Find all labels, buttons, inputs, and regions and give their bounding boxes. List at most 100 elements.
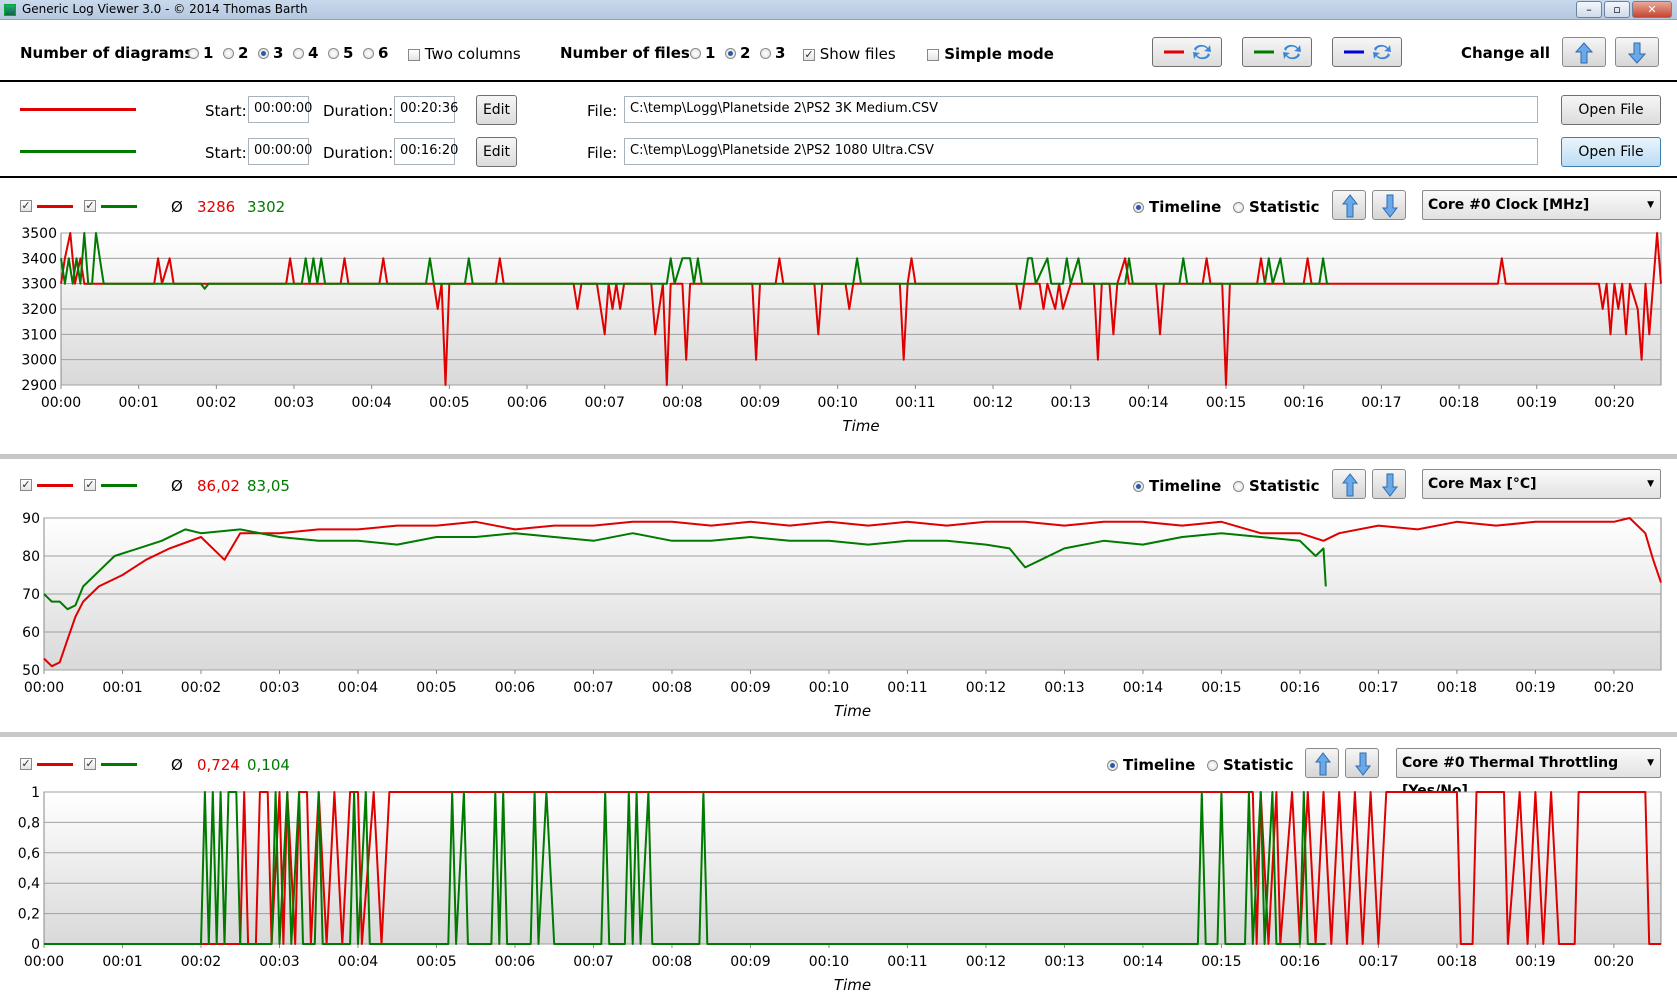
x-tick-label: 00:05 xyxy=(416,954,456,970)
diagram-count-radio[interactable] xyxy=(223,48,234,59)
file-count-radio[interactable] xyxy=(725,48,736,59)
file-count-option-1[interactable]: 1 xyxy=(690,44,715,62)
file-path-field[interactable]: C:\temp\Logg\Planetside 2\PS2 1080 Ultra… xyxy=(624,138,1538,165)
move-down-button[interactable] xyxy=(1372,469,1406,499)
files-label: Number of files xyxy=(560,44,690,62)
arrow-down-icon xyxy=(1354,752,1372,776)
timeline-option[interactable]: Timeline xyxy=(1107,756,1195,774)
edit-button[interactable]: Edit xyxy=(476,95,517,125)
start-field[interactable]: 00:00:00 xyxy=(248,96,312,123)
simple-mode-checkbox[interactable]: Simple mode xyxy=(927,45,1054,63)
two-columns-checkbox[interactable]: Two columns xyxy=(408,45,521,63)
y-tick-label: 3100 xyxy=(21,327,57,343)
statistic-radio[interactable] xyxy=(1233,481,1244,492)
diagram-count-radio[interactable] xyxy=(363,48,374,59)
diagram-count-option-4[interactable]: 4 xyxy=(293,44,318,62)
x-tick-label: 00:07 xyxy=(573,680,613,696)
x-tick-label: 00:08 xyxy=(652,954,692,970)
move-up-button[interactable] xyxy=(1332,469,1366,499)
duration-field[interactable]: 00:16:20 xyxy=(394,138,458,165)
green-series-checkbox[interactable]: ✓ xyxy=(84,757,96,770)
show-files-check-box[interactable]: ✓ xyxy=(803,47,815,61)
statistic-option[interactable]: Statistic xyxy=(1207,756,1294,774)
green-average-value: 3302 xyxy=(247,198,286,216)
edit-button[interactable]: Edit xyxy=(476,137,517,167)
diagram-count-option-5[interactable]: 5 xyxy=(328,44,353,62)
x-tick-label: 00:19 xyxy=(1515,954,1555,970)
sensor-select[interactable]: Core Max [°C] ▼ xyxy=(1422,469,1661,499)
x-tick-label: 00:18 xyxy=(1439,395,1479,411)
statistic-radio[interactable] xyxy=(1207,760,1218,771)
move-up-button[interactable] xyxy=(1332,190,1366,220)
timeline-option[interactable]: Timeline xyxy=(1133,477,1221,495)
timeline-radio[interactable] xyxy=(1107,760,1118,771)
timeline-radio[interactable] xyxy=(1133,481,1144,492)
change-all-up-button[interactable] xyxy=(1562,37,1606,67)
swap-color-button-3[interactable] xyxy=(1332,37,1402,67)
diagram-count-option-label: 3 xyxy=(273,44,284,62)
sensor-select[interactable]: Core #0 Clock [MHz] ▼ xyxy=(1422,190,1661,220)
file-count-option-3[interactable]: 3 xyxy=(760,44,785,62)
timeline-radio[interactable] xyxy=(1133,202,1144,213)
diagram-count-radio[interactable] xyxy=(328,48,339,59)
x-tick-label: 00:17 xyxy=(1358,680,1398,696)
move-down-button[interactable] xyxy=(1372,190,1406,220)
swap-color-button-2[interactable] xyxy=(1242,37,1312,67)
x-tick-label: 00:20 xyxy=(1594,954,1634,970)
diagram-count-radio[interactable] xyxy=(293,48,304,59)
start-field[interactable]: 00:00:00 xyxy=(248,138,312,165)
close-button[interactable]: ✕ xyxy=(1632,1,1672,18)
x-tick-label: 00:15 xyxy=(1201,954,1241,970)
sensor-select[interactable]: Core #0 Thermal Throttling [Yes/No] ▼ xyxy=(1396,748,1661,799)
swap-icon xyxy=(1344,44,1391,60)
simple-mode-check-box[interactable] xyxy=(927,48,939,61)
statistic-label: Statistic xyxy=(1249,477,1320,495)
green-series-line xyxy=(60,232,1330,290)
statistic-radio[interactable] xyxy=(1233,202,1244,213)
file-count-radio[interactable] xyxy=(760,48,771,59)
two-columns-check-box[interactable] xyxy=(408,48,420,61)
maximize-button[interactable]: ▫ xyxy=(1604,1,1630,18)
y-tick-label: 2900 xyxy=(21,378,57,394)
change-all-down-button[interactable] xyxy=(1615,37,1659,67)
open-file-button[interactable]: Open File xyxy=(1561,95,1661,125)
x-tick-label: 00:19 xyxy=(1517,395,1557,411)
file-count-option-2[interactable]: 2 xyxy=(725,44,750,62)
diagram-count-option-label: 2 xyxy=(238,44,249,62)
timeline-option[interactable]: Timeline xyxy=(1133,198,1221,216)
green-series-checkbox[interactable]: ✓ xyxy=(84,478,96,491)
move-down-button[interactable] xyxy=(1345,748,1379,778)
app-icon xyxy=(4,4,16,16)
red-series-checkbox[interactable]: ✓ xyxy=(20,199,32,212)
show-files-checkbox[interactable]: ✓ Show files xyxy=(803,45,896,63)
x-tick-label: 00:18 xyxy=(1437,680,1477,696)
statistic-option[interactable]: Statistic xyxy=(1233,477,1320,495)
duration-field[interactable]: 00:20:36 xyxy=(394,96,458,123)
x-tick-label: 00:11 xyxy=(887,954,927,970)
x-tick-label: 00:05 xyxy=(429,395,469,411)
diagram-count-option-3[interactable]: 3 xyxy=(258,44,283,62)
x-tick-label: 00:20 xyxy=(1594,680,1634,696)
move-up-button[interactable] xyxy=(1305,748,1339,778)
red-series-checkbox[interactable]: ✓ xyxy=(20,757,32,770)
change-all-label: Change all xyxy=(1461,44,1551,62)
open-file-button[interactable]: Open File xyxy=(1561,137,1661,167)
swap-icon xyxy=(1254,44,1301,60)
diagram-count-option-label: 6 xyxy=(378,44,389,62)
diagram-count-radio[interactable] xyxy=(258,48,269,59)
diagram-count-option-1[interactable]: 1 xyxy=(188,44,213,62)
diagram-count-option-2[interactable]: 2 xyxy=(223,44,248,62)
diagram-count-option-6[interactable]: 6 xyxy=(363,44,388,62)
file-color-line xyxy=(20,150,136,153)
swap-color-button-1[interactable] xyxy=(1152,37,1222,67)
diagram-count-radio[interactable] xyxy=(188,48,199,59)
file-count-radio[interactable] xyxy=(690,48,701,59)
x-tick-label: 00:12 xyxy=(966,954,1006,970)
file-path-field[interactable]: C:\temp\Logg\Planetside 2\PS2 3K Medium.… xyxy=(624,96,1538,123)
statistic-option[interactable]: Statistic xyxy=(1233,198,1320,216)
green-series-checkbox[interactable]: ✓ xyxy=(84,199,96,212)
red-average-value: 0,724 xyxy=(197,756,240,774)
red-series-checkbox[interactable]: ✓ xyxy=(20,478,32,491)
minimize-button[interactable]: – xyxy=(1576,1,1602,18)
